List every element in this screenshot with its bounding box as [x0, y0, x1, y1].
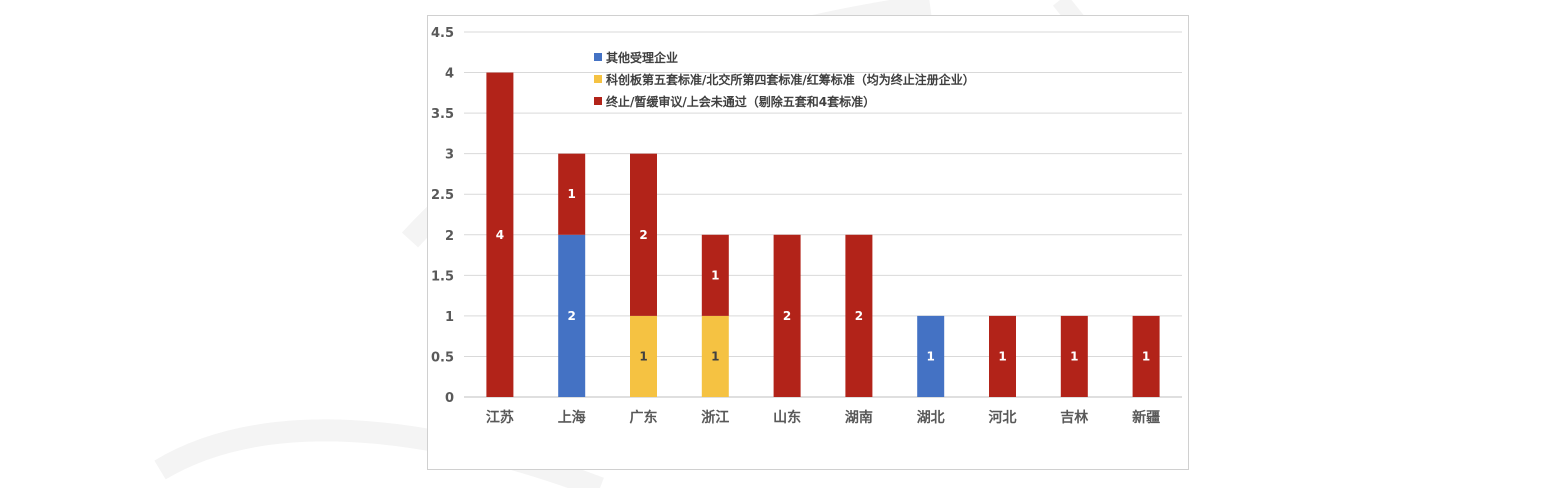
x-tick-label: 上海	[558, 409, 586, 426]
y-tick-label: 0	[445, 391, 454, 406]
bar-segment	[701, 315, 729, 397]
y-tick-label: 4	[445, 67, 454, 82]
bar-segment	[630, 315, 657, 397]
y-tick-label: 4.5	[431, 26, 454, 41]
data-label: 2	[855, 309, 863, 323]
bar-segment	[845, 234, 873, 397]
legend-swatch	[594, 53, 602, 61]
bar-segment	[486, 72, 514, 398]
y-tick-label: 1.5	[431, 269, 454, 284]
legend-label: 其他受理企业	[606, 50, 678, 65]
bar-segment	[558, 234, 586, 397]
y-tick-label: 2	[445, 229, 454, 244]
y-tick-label: 0.5	[431, 350, 454, 365]
bar-segment	[917, 315, 945, 397]
data-label: 2	[639, 228, 647, 242]
x-tick-label: 浙江	[701, 409, 729, 426]
bar-segment	[630, 153, 657, 316]
data-label: 2	[568, 309, 576, 323]
bar-segment	[989, 315, 1016, 397]
y-tick-label: 3.5	[431, 107, 454, 122]
y-tick-label: 1	[445, 310, 454, 325]
data-label: 1	[998, 349, 1006, 363]
x-tick-label: 新疆	[1132, 409, 1160, 426]
bar-segment	[1132, 315, 1160, 397]
x-tick-label: 山东	[773, 409, 801, 426]
bar-segment	[558, 153, 586, 235]
bar-segment	[701, 234, 729, 316]
data-label: 2	[783, 309, 791, 323]
data-label: 1	[711, 268, 719, 282]
bar-segment	[773, 234, 801, 397]
legend-label: 终止/暂缓审议/上会未通过（剔除五套和4套标准）	[606, 94, 875, 109]
data-label: 1	[568, 187, 576, 201]
data-label: 1	[927, 349, 935, 363]
legend-label: 科创板第五套标准/北交所第四套标准/红筹标准（均为终止注册企业）	[606, 72, 975, 87]
data-label: 1	[711, 349, 719, 363]
x-tick-label: 江苏	[486, 409, 514, 426]
data-label: 4	[496, 228, 504, 242]
data-label: 1	[1142, 349, 1150, 363]
legend-swatch	[594, 75, 602, 83]
x-tick-label: 湖南	[845, 409, 873, 426]
x-tick-label: 吉林	[1060, 409, 1088, 426]
data-label: 1	[1070, 349, 1078, 363]
data-label: 1	[639, 349, 647, 363]
bar-segment	[1060, 315, 1088, 397]
stacked-bar-chart: 0 0.5 1 1.5 2 2.5 3 3.5 4 4.5 4 江苏 2 1 上海 1 2 广东 1 1 浙江 2 山东 2 湖…	[431, 26, 1182, 426]
legend-swatch	[594, 97, 602, 105]
x-tick-label: 湖北	[917, 410, 945, 426]
x-tick-label: 河北	[989, 409, 1017, 426]
y-tick-label: 2.5	[431, 188, 454, 203]
x-tick-label: 广东	[630, 409, 658, 426]
chart-area: 0 0.5 1 1.5 2 2.5 3 3.5 4 4.5 4 江苏 2 1 上海 1 2 广东 1 1 浙江 2 山东 2 湖…	[427, 15, 1189, 470]
y-tick-label: 3	[445, 148, 454, 163]
